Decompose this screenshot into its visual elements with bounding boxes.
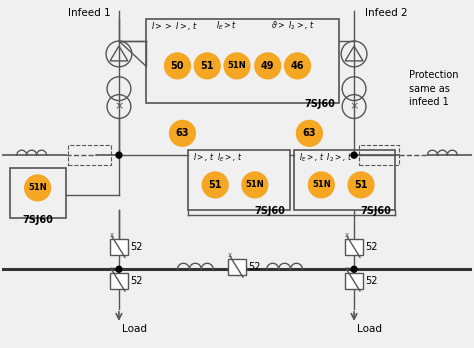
Text: ×: × <box>349 102 359 112</box>
Circle shape <box>242 172 268 198</box>
Text: 63: 63 <box>176 128 189 138</box>
Bar <box>188 150 290 210</box>
Circle shape <box>164 53 191 79</box>
Text: Infeed 2: Infeed 2 <box>365 8 408 18</box>
Text: $I>>$ $I>$, t: $I>>$ $I>$, t <box>151 20 198 32</box>
Text: x: x <box>110 266 114 272</box>
Text: 52: 52 <box>248 262 260 272</box>
Circle shape <box>25 175 51 201</box>
Bar <box>293 150 395 210</box>
Text: Load: Load <box>122 324 147 334</box>
Text: $I>$, t  $I_E>$, t: $I>$, t $I_E>$, t <box>193 152 243 164</box>
Text: 51: 51 <box>209 180 222 190</box>
Circle shape <box>309 172 334 198</box>
Text: 46: 46 <box>291 61 304 71</box>
Bar <box>228 259 246 275</box>
Text: 7SJ60: 7SJ60 <box>255 206 286 216</box>
Text: 7SJ60: 7SJ60 <box>304 98 335 109</box>
Text: 51N: 51N <box>246 180 264 189</box>
Circle shape <box>116 266 122 272</box>
Text: x: x <box>345 232 349 238</box>
Text: 51: 51 <box>201 61 214 71</box>
Bar <box>110 273 128 289</box>
Text: Infeed 1: Infeed 1 <box>68 8 110 18</box>
Circle shape <box>297 120 322 146</box>
Circle shape <box>202 172 228 198</box>
Text: 52: 52 <box>130 276 142 286</box>
Circle shape <box>116 152 122 158</box>
Circle shape <box>170 120 195 146</box>
Bar <box>68 145 111 165</box>
Bar <box>110 239 128 255</box>
Text: 49: 49 <box>261 61 274 71</box>
Text: 51: 51 <box>354 180 368 190</box>
Text: x: x <box>110 232 114 238</box>
Circle shape <box>351 266 357 272</box>
Circle shape <box>348 172 374 198</box>
Text: $I_E>t$: $I_E>t$ <box>217 20 238 32</box>
Text: x: x <box>228 252 232 258</box>
Text: $\vartheta>$ $I_2>$, t: $\vartheta>$ $I_2>$, t <box>271 20 314 32</box>
Circle shape <box>351 152 357 158</box>
Bar <box>359 145 399 165</box>
Bar <box>345 239 363 255</box>
Circle shape <box>224 53 250 79</box>
Circle shape <box>194 53 220 79</box>
Text: Protection
same as
infeed 1: Protection same as infeed 1 <box>409 71 458 107</box>
Bar <box>146 19 339 103</box>
Text: $I_E>$, t  $I_2>$, t: $I_E>$, t $I_2>$, t <box>299 152 352 164</box>
Text: 51N: 51N <box>28 183 47 192</box>
Text: ×: × <box>114 102 124 112</box>
Text: 52: 52 <box>365 276 377 286</box>
Text: 51N: 51N <box>312 180 331 189</box>
Text: 7SJ60: 7SJ60 <box>360 206 391 216</box>
Text: 50: 50 <box>171 61 184 71</box>
Circle shape <box>284 53 310 79</box>
Text: 52: 52 <box>130 243 142 252</box>
Circle shape <box>255 53 281 79</box>
Bar <box>10 168 66 218</box>
Text: 7SJ60: 7SJ60 <box>22 215 53 225</box>
Text: 52: 52 <box>365 243 377 252</box>
Text: 63: 63 <box>303 128 316 138</box>
Text: x: x <box>345 266 349 272</box>
Text: Load: Load <box>357 324 382 334</box>
Bar <box>345 273 363 289</box>
Text: 51N: 51N <box>228 61 246 70</box>
